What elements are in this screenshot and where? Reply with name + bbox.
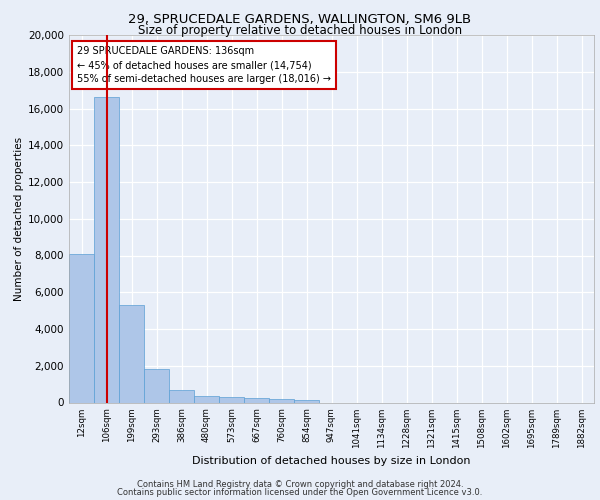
Text: 29 SPRUCEDALE GARDENS: 136sqm
← 45% of detached houses are smaller (14,754)
55% : 29 SPRUCEDALE GARDENS: 136sqm ← 45% of d… — [77, 46, 331, 84]
Text: Contains HM Land Registry data © Crown copyright and database right 2024.: Contains HM Land Registry data © Crown c… — [137, 480, 463, 489]
Bar — [69, 254, 94, 402]
Bar — [144, 368, 169, 402]
Y-axis label: Number of detached properties: Number of detached properties — [14, 136, 24, 301]
Bar — [194, 396, 219, 402]
X-axis label: Distribution of detached houses by size in London: Distribution of detached houses by size … — [192, 456, 471, 466]
Bar — [169, 390, 194, 402]
Text: Contains public sector information licensed under the Open Government Licence v3: Contains public sector information licen… — [118, 488, 482, 497]
Text: Size of property relative to detached houses in London: Size of property relative to detached ho… — [138, 24, 462, 37]
Bar — [219, 397, 244, 402]
Bar — [94, 98, 119, 403]
Bar — [294, 400, 319, 402]
Bar — [244, 398, 269, 402]
Bar — [269, 399, 294, 402]
Bar — [119, 305, 144, 402]
Text: 29, SPRUCEDALE GARDENS, WALLINGTON, SM6 9LB: 29, SPRUCEDALE GARDENS, WALLINGTON, SM6 … — [128, 12, 472, 26]
